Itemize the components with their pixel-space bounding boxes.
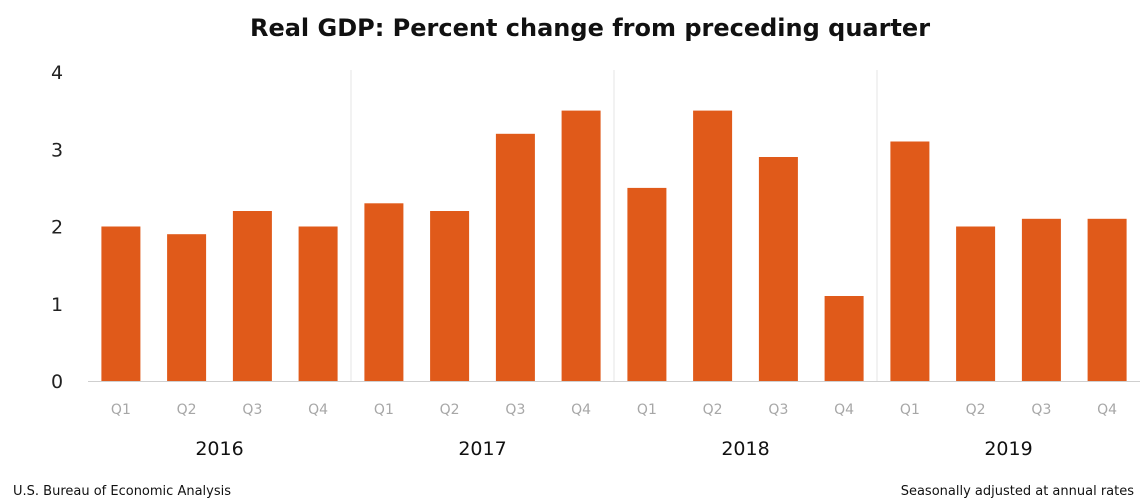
bars [101, 110, 1127, 381]
bar [956, 226, 996, 381]
x-tick-label: Q4 [308, 402, 328, 418]
bar [824, 296, 864, 381]
bar [1021, 218, 1061, 381]
x-tick-label: Q3 [505, 402, 525, 418]
x-tick-label: Q1 [374, 402, 394, 418]
y-axis-ticks: 0 1 2 3 4 [51, 62, 63, 393]
bar [495, 133, 535, 381]
x-tick-label: Q3 [1031, 402, 1051, 418]
year-label: 2017 [458, 438, 506, 460]
adjustment-note: Seasonally adjusted at annual rates [900, 484, 1134, 499]
year-label: 2016 [195, 438, 243, 460]
x-tick-label: Q4 [834, 402, 854, 418]
bar [430, 211, 470, 381]
year-labels: 2016 2017 2018 2019 [195, 438, 1032, 460]
y-tick-label: 0 [51, 371, 63, 393]
bar [1087, 218, 1127, 381]
bar [101, 226, 141, 381]
bar [890, 141, 930, 381]
y-tick-label: 1 [51, 294, 63, 316]
x-tick-label: Q2 [177, 402, 197, 418]
bar [627, 187, 667, 381]
year-label: 2018 [721, 438, 769, 460]
chart-title: Real GDP: Percent change from preceding … [249, 14, 931, 42]
x-tick-label: Q3 [768, 402, 788, 418]
year-label: 2019 [984, 438, 1032, 460]
y-tick-label: 2 [51, 217, 63, 239]
source-note: U.S. Bureau of Economic Analysis [13, 484, 232, 499]
y-tick-label: 3 [51, 139, 63, 161]
bar [364, 203, 404, 381]
y-tick-label: 4 [51, 62, 63, 84]
bar [758, 157, 798, 381]
x-tick-label: Q1 [111, 402, 131, 418]
x-tick-label: Q2 [440, 402, 460, 418]
x-tick-label: Q1 [900, 402, 920, 418]
x-tick-label: Q2 [966, 402, 986, 418]
year-separators [350, 70, 878, 381]
bar [298, 226, 338, 381]
bar [693, 110, 733, 381]
x-tick-label: Q4 [1097, 402, 1117, 418]
x-tick-label: Q1 [637, 402, 657, 418]
x-tick-label: Q3 [242, 402, 262, 418]
bar [167, 234, 207, 381]
bar [561, 110, 601, 381]
x-axis-ticks: Q1 Q2 Q3 Q4 Q1 Q2 Q3 Q4 Q1 Q2 Q3 Q4 Q1 Q2 Q3 Q4 [111, 402, 1117, 418]
x-tick-label: Q2 [703, 402, 723, 418]
bar [232, 211, 272, 381]
x-tick-label: Q4 [571, 402, 591, 418]
